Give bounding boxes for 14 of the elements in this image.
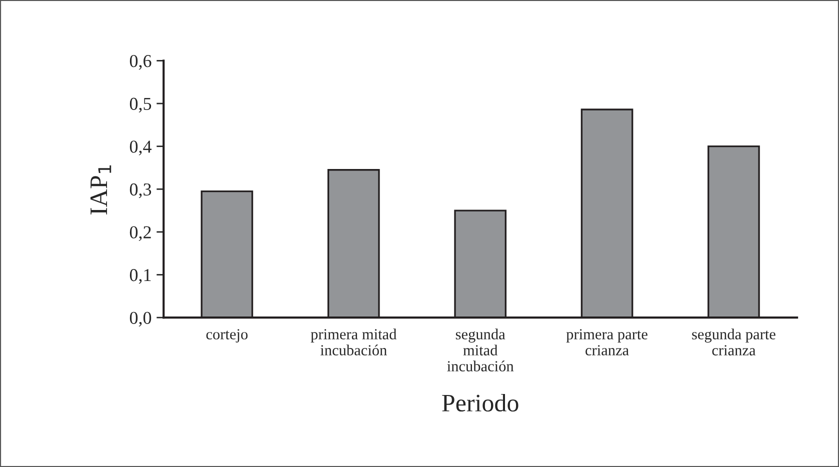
y-tick-label: 0,4 xyxy=(130,140,152,156)
y-tick-label: 0,6 xyxy=(130,54,152,70)
x-tick-label: primera mitad incubación xyxy=(310,328,397,356)
y-axis-title: IAP$_{1}$ xyxy=(90,165,112,214)
x-tick-label: segunda parte crianza xyxy=(692,328,776,356)
y-tick-label: 0,1 xyxy=(130,269,151,284)
x-axis-title: Periodo xyxy=(442,394,518,412)
y-tick-label: 0,3 xyxy=(130,183,152,198)
x-tick-label: primera parte crianza xyxy=(566,329,648,356)
y-tick-label: 0,2 xyxy=(130,226,151,241)
y-tick-label: 0,5 xyxy=(130,98,152,113)
x-tick-label: cortejo xyxy=(206,329,248,343)
x-tick-label: segunda mitad incubación xyxy=(447,328,514,372)
y-tick-label: 0,0 xyxy=(130,312,152,327)
